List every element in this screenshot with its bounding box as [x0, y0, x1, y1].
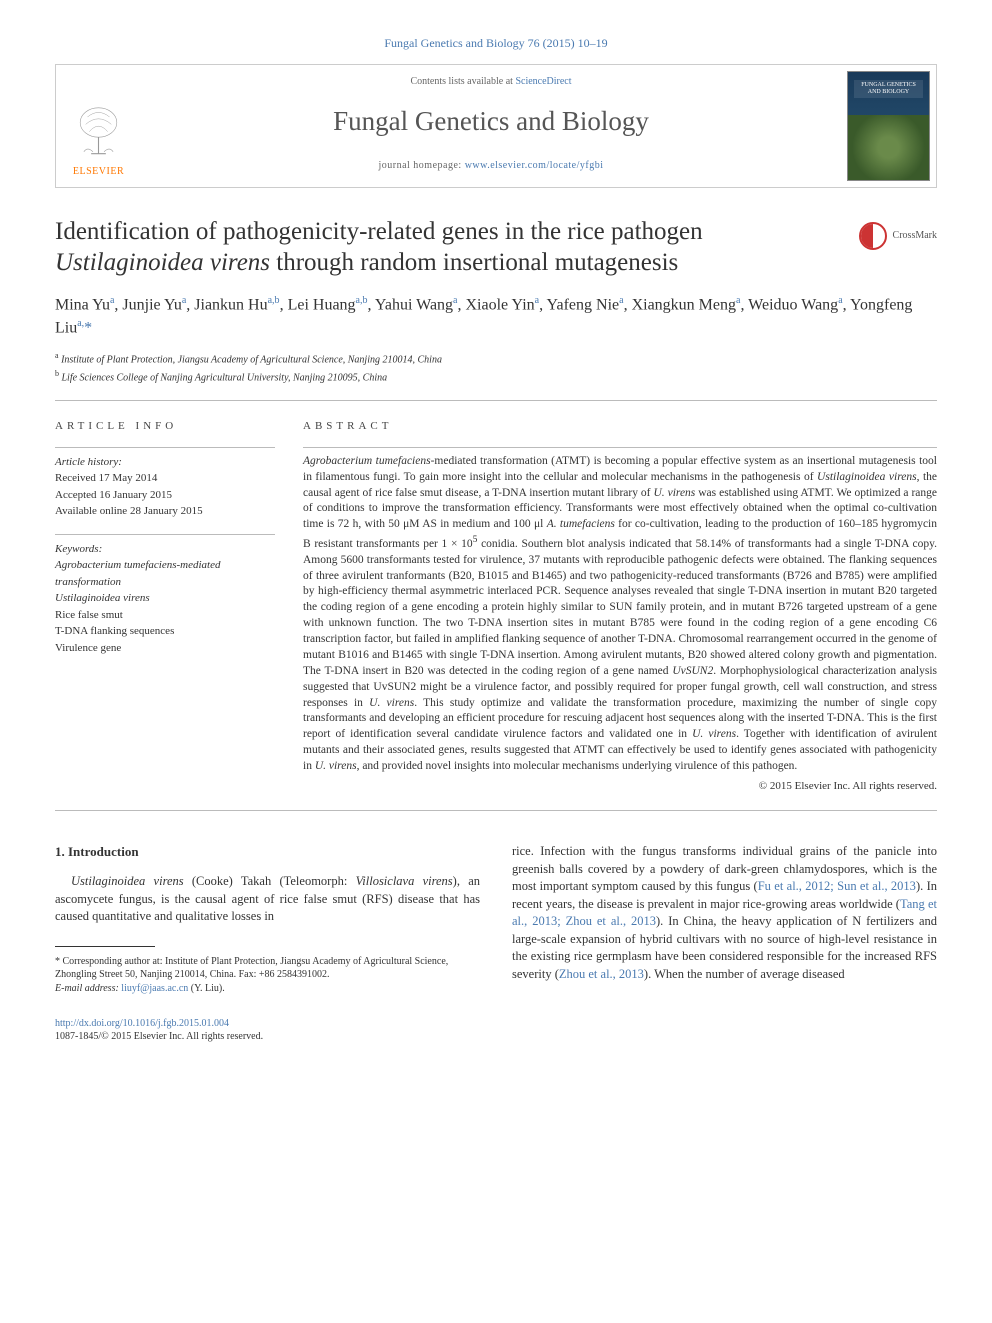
intro-paragraph-left: Ustilaginoidea virens (Cooke) Takah (Tel…: [55, 873, 480, 926]
affiliation-b: b Life Sciences College of Nanjing Agric…: [55, 368, 937, 385]
header-center: Contents lists available at ScienceDirec…: [141, 65, 841, 187]
article-info-header: ARTICLE INFO: [55, 419, 275, 434]
abstract-text: Agrobacterium tumefaciens-mediated trans…: [303, 447, 937, 775]
keyword: T-DNA flanking sequences: [55, 623, 275, 640]
authors-list: Mina Yua, Junjie Yua, Jiankun Hua,b, Lei…: [55, 294, 937, 339]
cover-thumbnail-block: FUNGAL GENETICS AND BIOLOGY: [841, 65, 936, 187]
body-left-column: 1. Introduction Ustilaginoidea virens (C…: [55, 843, 480, 995]
intro-paragraph-right: rice. Infection with the fungus transfor…: [512, 843, 937, 983]
footnote-separator: [55, 946, 155, 947]
keyword: Virulence gene: [55, 640, 275, 657]
doi-link[interactable]: http://dx.doi.org/10.1016/j.fgb.2015.01.…: [55, 1018, 229, 1029]
email-line: E-mail address: liuyf@jaas.ac.cn (Y. Liu…: [55, 982, 480, 996]
crossmark-icon: [859, 222, 887, 250]
affiliation-a: a Institute of Plant Protection, Jiangsu…: [55, 350, 937, 367]
sciencedirect-link[interactable]: ScienceDirect: [515, 76, 571, 87]
article-info-column: ARTICLE INFO Article history: Received 1…: [55, 419, 275, 794]
cover-line1: FUNGAL GENETICS: [861, 82, 916, 88]
affiliations: a Institute of Plant Protection, Jiangsu…: [55, 350, 937, 402]
contents-prefix: Contents lists available at: [410, 76, 515, 87]
abstract-copyright: © 2015 Elsevier Inc. All rights reserved…: [303, 779, 937, 794]
corresponding-email-link[interactable]: liuyf@jaas.ac.cn: [121, 983, 188, 994]
body-right-column: rice. Infection with the fungus transfor…: [512, 843, 937, 995]
keyword: Agrobacterium tumefaciens-mediated trans…: [55, 557, 275, 590]
abstract-header: ABSTRACT: [303, 419, 937, 434]
body-two-column: 1. Introduction Ustilaginoidea virens (C…: [55, 843, 937, 995]
cover-line2: AND BIOLOGY: [868, 89, 910, 95]
homepage-line: journal homepage: www.elsevier.com/locat…: [141, 159, 841, 173]
crossmark-label: CrossMark: [893, 229, 937, 243]
abstract-column: ABSTRACT Agrobacterium tumefaciens-media…: [303, 419, 937, 794]
keywords-block: Keywords: Agrobacterium tumefaciens-medi…: [55, 534, 275, 657]
journal-header: ELSEVIER Contents lists available at Sci…: [55, 64, 937, 188]
intro-heading: 1. Introduction: [55, 843, 480, 861]
crossmark-badge[interactable]: CrossMark: [859, 222, 937, 250]
email-label: E-mail address:: [55, 983, 119, 994]
history-label: Article history:: [55, 454, 275, 471]
journal-title: Fungal Genetics and Biology: [141, 103, 841, 141]
publisher-label: ELSEVIER: [73, 165, 124, 179]
article-title: Identification of pathogenicity-related …: [55, 216, 839, 279]
accepted-date: Accepted 16 January 2015: [55, 487, 275, 504]
elsevier-logo-icon: [71, 106, 126, 161]
available-date: Available online 28 January 2015: [55, 503, 275, 520]
corresponding-author-note: * Corresponding author at: Institute of …: [55, 955, 480, 982]
homepage-prefix: journal homepage:: [378, 160, 464, 171]
received-date: Received 17 May 2014: [55, 470, 275, 487]
contents-available-line: Contents lists available at ScienceDirec…: [141, 75, 841, 89]
footnotes: * Corresponding author at: Institute of …: [55, 955, 480, 996]
homepage-link[interactable]: www.elsevier.com/locate/yfgbi: [465, 160, 604, 171]
journal-cover-thumbnail: FUNGAL GENETICS AND BIOLOGY: [847, 71, 930, 181]
publisher-block: ELSEVIER: [56, 65, 141, 187]
email-suffix: (Y. Liu).: [191, 983, 225, 994]
keyword: Ustilaginoidea virens: [55, 590, 275, 607]
keywords-label: Keywords:: [55, 541, 275, 558]
journal-reference: Fungal Genetics and Biology 76 (2015) 10…: [55, 35, 937, 52]
keyword: Rice false smut: [55, 607, 275, 624]
page-footer: http://dx.doi.org/10.1016/j.fgb.2015.01.…: [55, 1017, 937, 1043]
article-history: Article history: Received 17 May 2014 Ac…: [55, 447, 275, 520]
issn-copyright: 1087-1845/© 2015 Elsevier Inc. All right…: [55, 1031, 263, 1042]
